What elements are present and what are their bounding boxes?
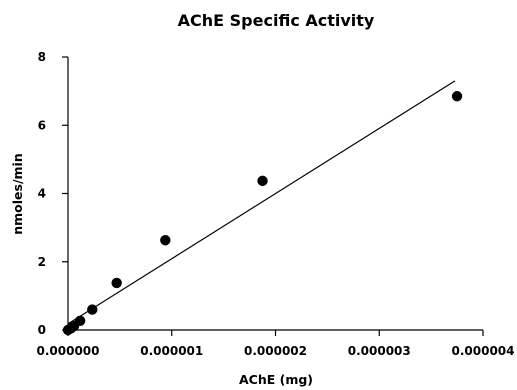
y-tick-label: 0	[38, 323, 46, 337]
trendline-group	[67, 80, 456, 325]
y-axis-label: nmoles/min	[10, 153, 25, 235]
data-point	[257, 175, 268, 187]
y-tick-label: 8	[38, 50, 46, 64]
x-tick-label: 0.000000	[36, 344, 99, 358]
data-point	[451, 91, 463, 102]
data-point	[74, 315, 86, 326]
x-tick-label: 0.000004	[451, 344, 514, 358]
chart-title: AChE Specific Activity	[178, 11, 375, 30]
y-tick-label: 4	[38, 187, 46, 201]
data-points	[62, 91, 463, 336]
y-tick-label: 6	[38, 118, 46, 132]
x-tick-label: 0.000001	[140, 344, 203, 358]
x-axis-label: AChE (mg)	[239, 372, 313, 387]
data-point	[87, 304, 98, 315]
x-tick-label: 0.000002	[244, 344, 307, 358]
trendline	[67, 80, 456, 325]
y-tick-label: 2	[38, 255, 46, 269]
axes: 0.000000 0.000001 0.000002 0.000003 0.000004…	[36, 50, 514, 358]
data-point	[111, 277, 122, 289]
x-tick-label: 0.000003	[348, 344, 411, 358]
data-point	[160, 235, 171, 246]
